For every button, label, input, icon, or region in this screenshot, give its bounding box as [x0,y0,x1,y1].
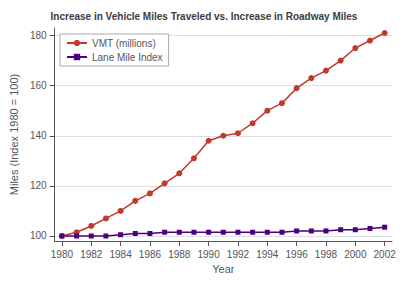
svg-text:100: 100 [30,230,47,241]
svg-text:VMT (millions): VMT (millions) [92,38,156,49]
svg-text:140: 140 [30,130,47,141]
svg-text:1986: 1986 [139,249,162,260]
svg-text:Lane Mile Index: Lane Mile Index [92,52,163,63]
svg-text:1988: 1988 [168,249,191,260]
svg-text:1980: 1980 [51,249,74,260]
svg-text:1994: 1994 [256,249,279,260]
svg-text:120: 120 [30,180,47,191]
svg-text:Increase in Vehicle Miles Trav: Increase in Vehicle Miles Traveled vs. I… [51,11,358,22]
svg-text:1998: 1998 [315,249,338,260]
svg-text:Year: Year [212,263,235,275]
svg-text:1992: 1992 [227,249,250,260]
svg-text:Miles (Index 1980 = 100): Miles (Index 1980 = 100) [8,74,20,195]
svg-text:1996: 1996 [286,249,309,260]
svg-text:1990: 1990 [197,249,220,260]
svg-text:180: 180 [30,30,47,41]
svg-text:2002: 2002 [374,249,397,260]
svg-text:1984: 1984 [109,249,132,260]
svg-text:1982: 1982 [80,249,103,260]
svg-text:2000: 2000 [344,249,367,260]
svg-text:160: 160 [30,80,47,91]
